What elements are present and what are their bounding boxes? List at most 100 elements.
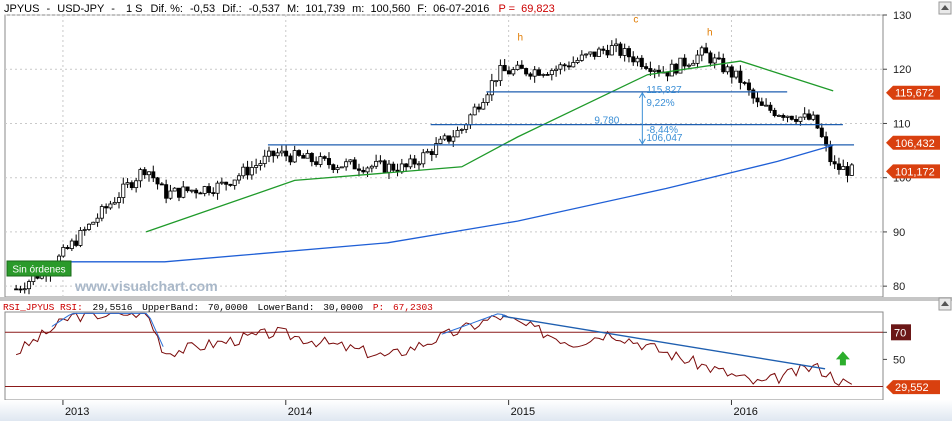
candle-body [194, 189, 199, 194]
candle-body [215, 182, 220, 194]
price-header: JPYUS - USD-JPY - 1 S Dif. %: -0,53 Dif.… [4, 3, 555, 15]
candle-body [116, 197, 121, 203]
candle-body [266, 150, 271, 157]
candle-body [455, 130, 460, 138]
price-scroll-up[interactable] [938, 1, 952, 15]
candle-body [365, 167, 370, 173]
candle-body [785, 115, 790, 118]
candle-body [168, 190, 173, 199]
candle-body [292, 150, 297, 163]
time-axis: 2013 2014 2015 2016 [0, 400, 952, 421]
candle-body [361, 169, 366, 173]
candle-body [356, 168, 361, 171]
price-tick-label: 110 [893, 118, 911, 130]
candle-body [635, 57, 640, 63]
candle-body [309, 153, 314, 163]
candle-body [648, 68, 653, 72]
candle-body [845, 166, 850, 176]
candle-body [348, 159, 353, 163]
candle-body [734, 70, 739, 78]
pattern-label: h [707, 28, 713, 39]
rsi-overbought-segment [51, 312, 164, 347]
candle-body [416, 163, 421, 166]
candle-body [472, 106, 477, 116]
candle-body [378, 160, 383, 163]
candle-body [421, 152, 426, 165]
status-badge[interactable]: Sin órdenes [6, 260, 72, 277]
candle-body [802, 113, 807, 118]
candle-body [335, 167, 340, 171]
candle-body [412, 158, 417, 165]
candle-body [254, 165, 259, 168]
rsi-tick-label: 70 [894, 327, 906, 339]
fibo-arrow-down [638, 138, 646, 145]
candle-body [91, 221, 96, 225]
candle-body [738, 70, 743, 83]
candle-body [614, 43, 619, 46]
rsi-scroll-up[interactable] [938, 297, 952, 311]
candle-body [344, 161, 349, 168]
pattern-label: h [518, 32, 524, 43]
rsi-p-value: 67,2303 [393, 302, 433, 313]
candles [14, 38, 854, 295]
candle-body [236, 175, 241, 181]
candle-body [498, 65, 503, 82]
candle-body [832, 161, 837, 165]
candle-body [404, 163, 409, 168]
level-label: 115,827 [646, 85, 682, 96]
candle-body [566, 65, 571, 68]
candle-body [729, 66, 734, 78]
candle-body [609, 45, 614, 56]
candle-body [228, 183, 233, 186]
candle-body [489, 80, 494, 96]
candle-body [318, 156, 323, 165]
candle-body [181, 186, 186, 198]
status-badge-label: Sin órdenes [12, 265, 65, 276]
candle-body [721, 57, 726, 73]
candle-body [14, 288, 19, 291]
header-dif-pct: -0,53 [190, 3, 215, 15]
candle-body [588, 51, 593, 55]
candle-body [665, 71, 670, 77]
candle-body [584, 53, 589, 56]
price-tag [886, 135, 940, 150]
candle-body [485, 94, 490, 103]
candle-body [631, 56, 636, 63]
candle-body [528, 73, 533, 77]
time-tick-label: 2015 [511, 406, 535, 418]
candle-body [108, 203, 113, 209]
candle-body [382, 160, 387, 173]
candle-body [151, 171, 156, 179]
level-label: 9,780 [594, 116, 619, 127]
candle-body [622, 48, 627, 56]
header-date: 06-07-2016 [433, 3, 489, 15]
candle-body [541, 74, 546, 76]
candle-body [301, 155, 306, 159]
candle-body [284, 150, 289, 157]
candle-body [172, 187, 177, 192]
candle-body [815, 114, 820, 129]
candle-body [798, 116, 803, 122]
candle-body [275, 152, 280, 157]
candle-body [279, 150, 284, 154]
candle-body [185, 186, 190, 192]
candle-body [232, 179, 237, 186]
moving-average-short [145, 60, 834, 233]
candle-body [605, 49, 610, 56]
candle-body [159, 183, 164, 186]
candle-body [776, 115, 781, 117]
candle-body [459, 128, 464, 131]
price-tick-label: 90 [893, 227, 905, 239]
candle-body [506, 70, 511, 75]
price-tag-label: 115,672 [895, 88, 934, 100]
candle-body [369, 165, 374, 169]
candle-body [669, 63, 674, 77]
price-plot-area [4, 14, 884, 298]
candle-body [95, 217, 100, 223]
candle-body [691, 62, 696, 66]
rsi-series-line [15, 312, 853, 386]
panel-divider[interactable] [0, 297, 952, 301]
candle-body [759, 101, 764, 106]
rsi-trendline [501, 315, 826, 370]
up-arrow-icon [835, 351, 850, 366]
